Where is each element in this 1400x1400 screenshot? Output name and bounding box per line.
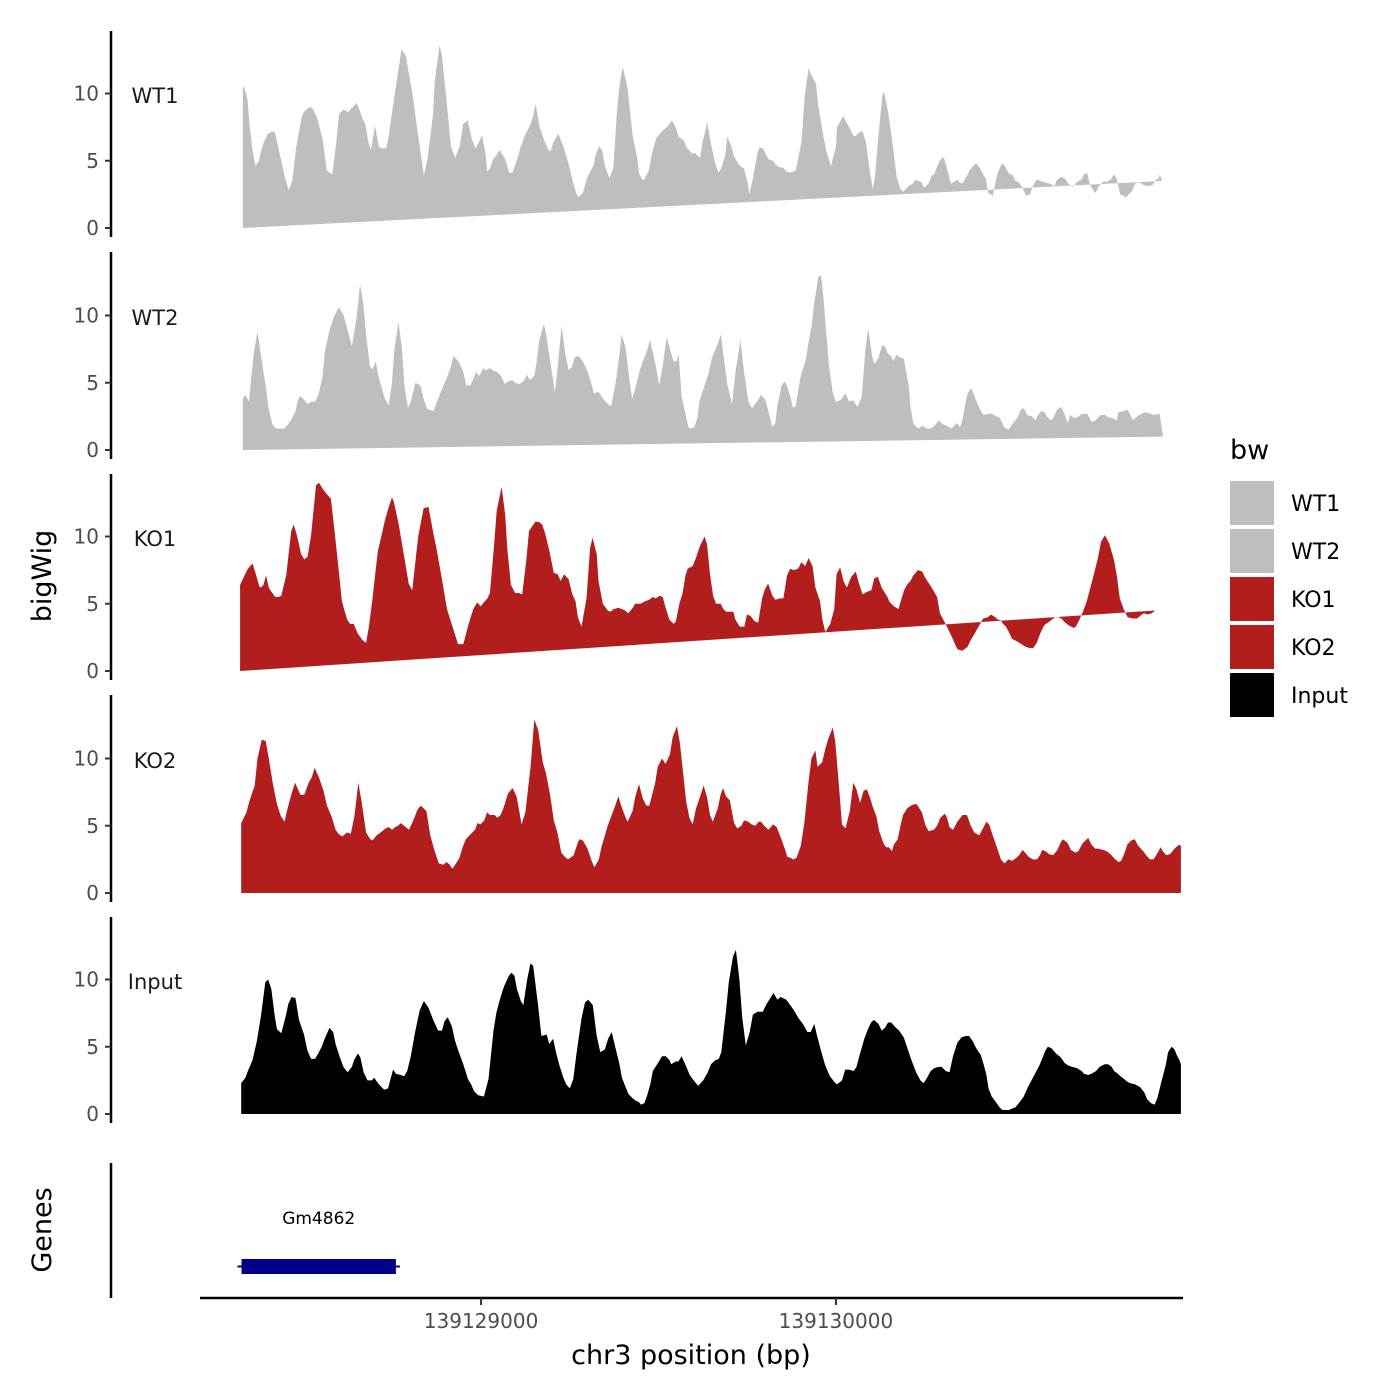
- legend-item-ko1: KO1: [1230, 577, 1336, 621]
- legend-swatch: [1230, 529, 1274, 573]
- track-label: KO2: [134, 749, 177, 773]
- legend-item-wt1: WT1: [1230, 481, 1340, 525]
- area-input: [241, 949, 1181, 1114]
- legend-label: WT2: [1291, 540, 1340, 565]
- legend-swatch: [1230, 673, 1274, 717]
- legend-label: KO2: [1291, 636, 1336, 661]
- track-label: KO1: [134, 527, 177, 551]
- gene-gm4862: Gm4862: [237, 1209, 400, 1274]
- y-tick-label: 10: [74, 304, 99, 328]
- x-ticks: 139129000 139130000: [424, 1298, 893, 1333]
- track-label: Input: [128, 970, 182, 994]
- y-tick-label: 5: [86, 1035, 99, 1059]
- genes-axis-title: Genes: [27, 1187, 58, 1272]
- legend-swatch: [1230, 625, 1274, 669]
- legend-item-wt2: WT2: [1230, 529, 1340, 573]
- track-label: WT1: [132, 84, 179, 108]
- legend-label: WT1: [1291, 492, 1340, 517]
- y-axis-title: bigWig: [27, 530, 58, 623]
- legend-title: bw: [1230, 435, 1269, 466]
- area-wt1: [242, 45, 1163, 228]
- legend: bw WT1 WT2 KO1 KO2 Input: [1230, 435, 1348, 717]
- genes-layer: Gm4862: [237, 1209, 400, 1274]
- y-tick-label: 0: [86, 1102, 99, 1126]
- y-tick-label: 5: [86, 149, 99, 173]
- track-input: 0 5 10 Input: [74, 917, 1181, 1126]
- legend-item-ko2: KO2: [1230, 625, 1336, 669]
- area-wt2: [242, 275, 1164, 450]
- x-axis-title: chr3 position (bp): [571, 1340, 811, 1371]
- track-wt2: 0 5 10 WT2: [74, 252, 1164, 462]
- x-axis: 139129000 139130000: [200, 1296, 1183, 1333]
- y-tick-label: 10: [74, 747, 99, 771]
- y-tick-label: 0: [86, 438, 99, 462]
- y-tick-label: 5: [86, 592, 99, 616]
- area-ko1: [240, 482, 1156, 671]
- y-tick-label: 5: [86, 814, 99, 838]
- legend-items: WT1 WT2 KO1 KO2 Input: [1230, 481, 1348, 717]
- track-ko2: 0 5 10 KO2: [74, 695, 1181, 905]
- legend-item-input: Input: [1230, 673, 1348, 717]
- y-tick-label: 10: [74, 968, 99, 992]
- track-ko1: 0 5 10 KO1: [74, 474, 1156, 683]
- y-tick-label: 5: [86, 371, 99, 395]
- tracks-layer: 0 5 10 WT1 0 5 10 WT2 0 5 10 KO1 0 5 10 KO2 0 5 10 Input: [74, 31, 1181, 1126]
- area-ko2: [241, 719, 1181, 893]
- x-tick-label: 139129000: [424, 1309, 539, 1333]
- y-tick-label: 10: [74, 82, 99, 106]
- track-wt1: 0 5 10 WT1: [74, 31, 1163, 240]
- legend-label: Input: [1291, 684, 1348, 709]
- y-tick-label: 0: [86, 881, 99, 905]
- track-label: WT2: [132, 306, 179, 330]
- genes-panel: Gm4862: [109, 1163, 400, 1298]
- legend-label: KO1: [1291, 588, 1336, 613]
- y-tick-label: 10: [74, 525, 99, 549]
- y-tick-label: 0: [86, 216, 99, 240]
- x-tick-label: 139130000: [779, 1309, 894, 1333]
- y-tick-label: 0: [86, 659, 99, 683]
- legend-swatch: [1230, 577, 1274, 621]
- legend-swatch: [1230, 481, 1274, 525]
- gene-label: Gm4862: [282, 1209, 355, 1229]
